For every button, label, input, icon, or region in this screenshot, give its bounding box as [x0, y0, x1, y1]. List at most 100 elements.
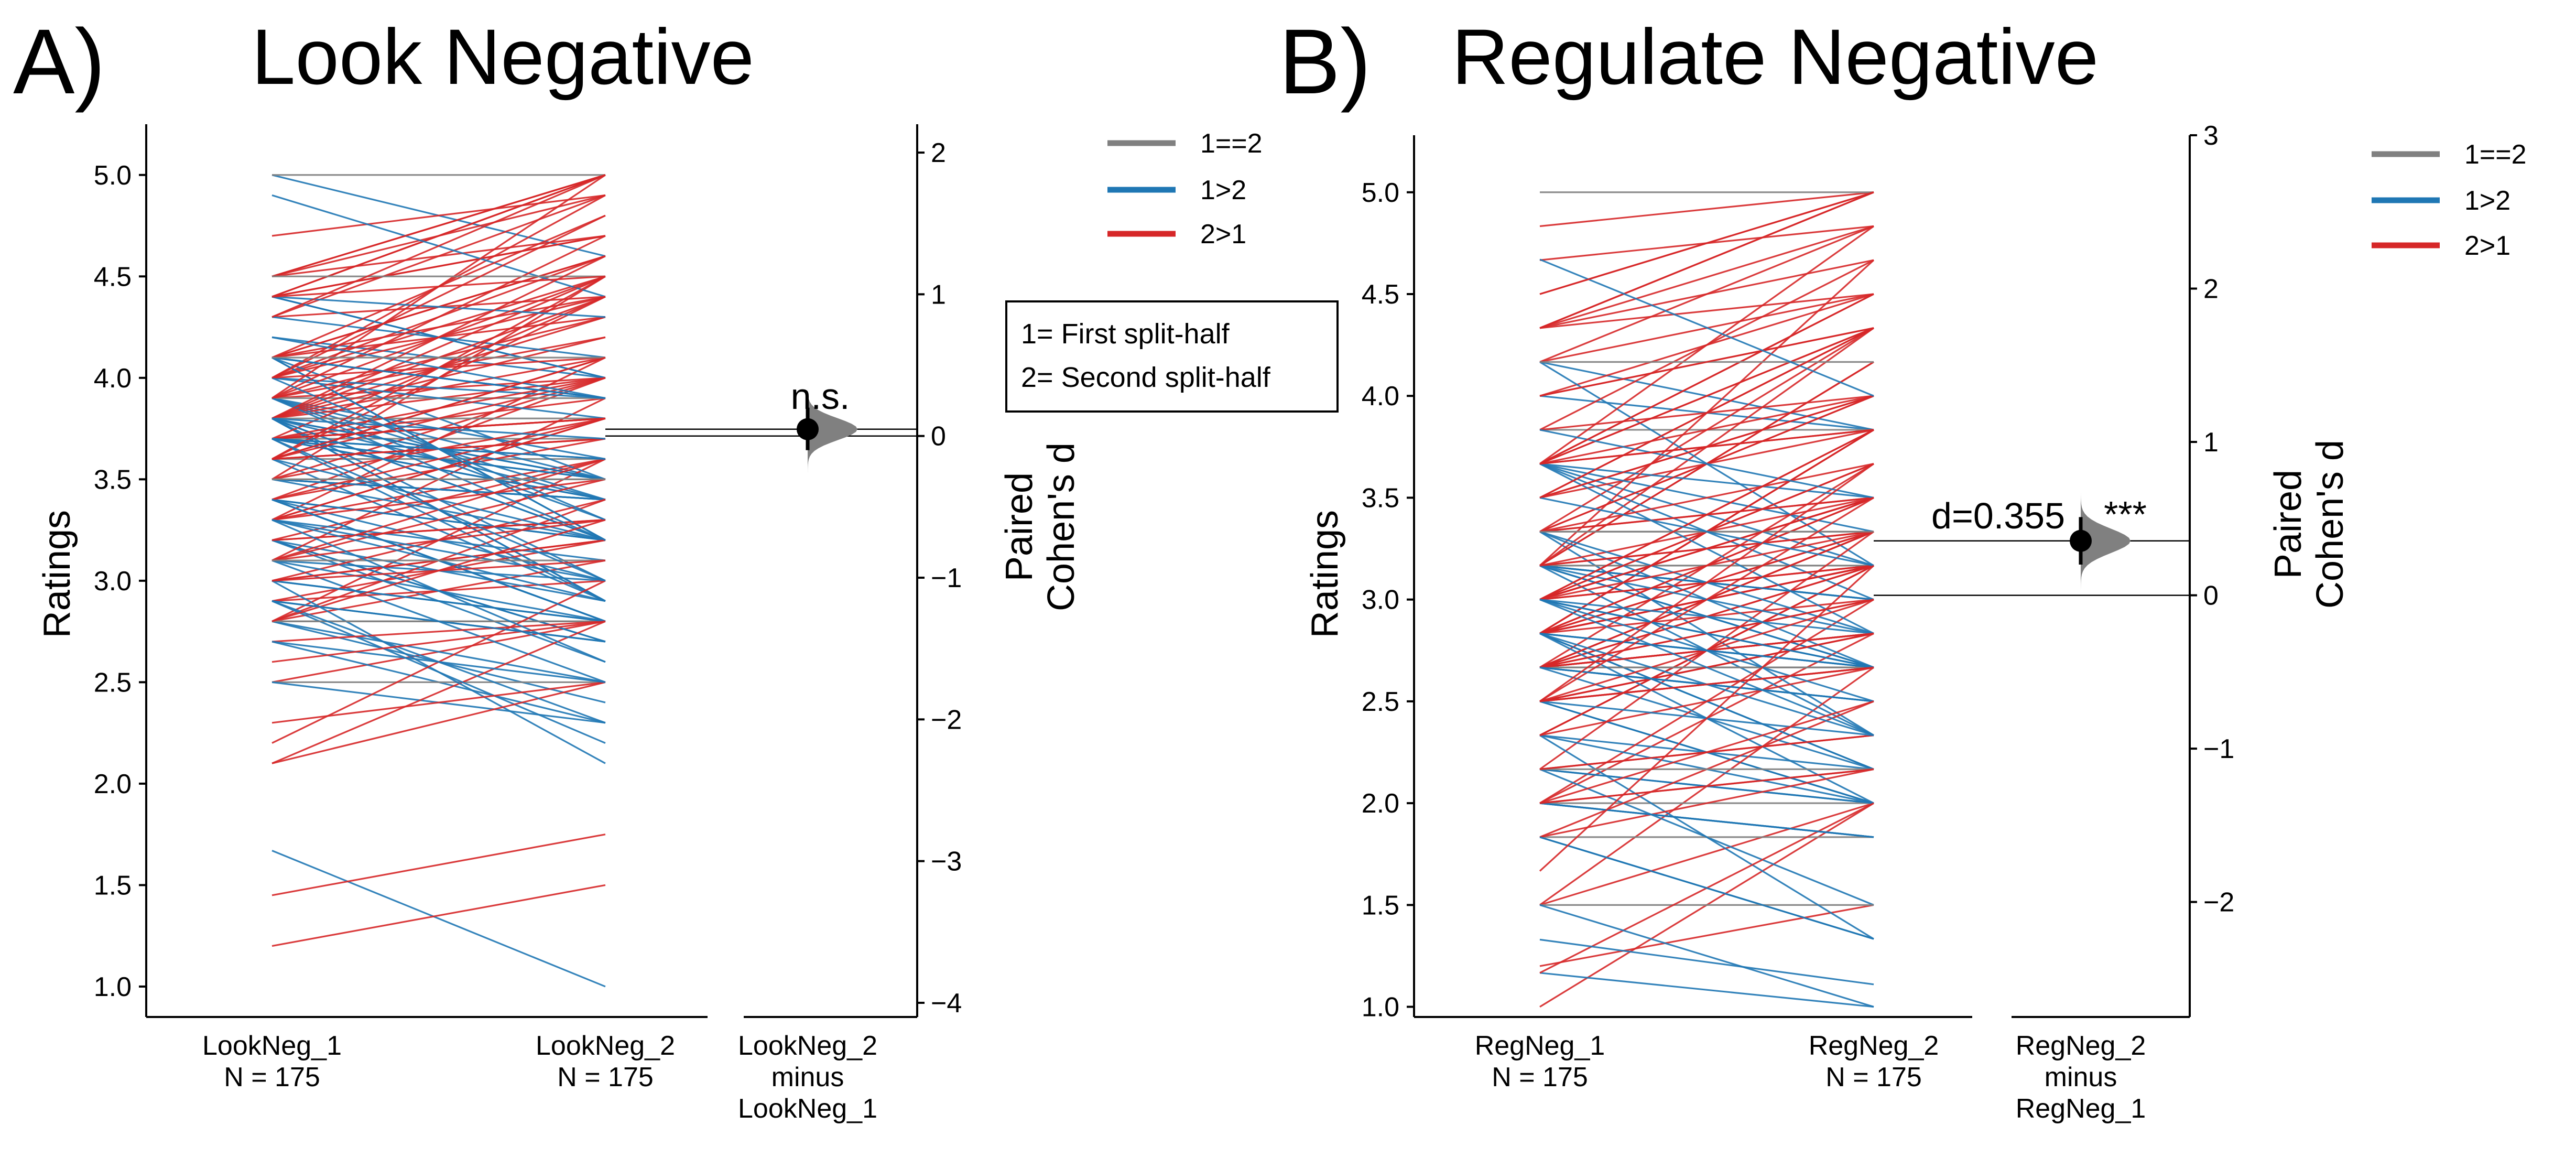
paired-line — [1539, 802, 1874, 838]
panel-b-legend-label-equal: 1==2 — [2464, 139, 2527, 170]
panel-b-effect-ylabel-1: Paired — [2267, 470, 2309, 579]
paired-line — [271, 296, 606, 359]
paired-line — [1539, 293, 1874, 329]
paired-line — [1539, 497, 1874, 702]
paired-line — [271, 580, 606, 622]
paired-line — [271, 580, 606, 764]
a-y-tick-label: 4.5 — [94, 262, 132, 292]
paired-line — [1539, 904, 1874, 967]
a-y-tick-label: 3.5 — [94, 464, 132, 495]
paired-line — [271, 559, 606, 582]
paired-line — [1539, 836, 1874, 940]
panel-b-y-ticks: 1.0 1.5 2.0 2.5 3.0 3.5 4.0 4.5 5.0 — [1362, 178, 1414, 1023]
a-y-tick-label: 1.0 — [94, 972, 132, 1002]
paired-line — [1539, 327, 1874, 397]
paired-line — [1539, 802, 1874, 906]
panel-a-effect-category-3: LookNeg_1 — [738, 1094, 877, 1124]
panel-a-effect-category-1: LookNeg_2 — [738, 1031, 877, 1061]
a-y-tick-label: 2.5 — [94, 667, 132, 698]
paired-line — [1539, 972, 1874, 1008]
panel-a-effect-ylabel: Paired Cohen's d — [998, 442, 1082, 611]
a-effect-tick-label: 0 — [931, 421, 946, 452]
panel-b-effect-ylabel-2: Cohen's d — [2309, 440, 2351, 609]
panel-a-legend: 1==2 1>2 2>1 — [1107, 128, 1263, 250]
paired-line — [271, 174, 606, 318]
panel-b-category-1: RegNeg_1 — [1475, 1031, 1605, 1061]
paired-line — [271, 478, 606, 521]
paired-line — [271, 275, 606, 298]
panel-a-significance: n.s. — [791, 376, 850, 417]
paired-line — [1539, 768, 1874, 804]
a-y-tick-label: 3.0 — [94, 566, 132, 597]
paired-line — [271, 417, 606, 501]
paired-line — [1539, 599, 1874, 635]
panel-b-significance: *** — [2104, 494, 2147, 535]
paired-line — [271, 620, 606, 683]
paired-line — [271, 641, 606, 683]
paired-line — [1539, 225, 1874, 329]
b-effect-tick-label: −1 — [2203, 734, 2234, 764]
panel-a-effect-ylabel-2: Cohen's d — [1040, 442, 1082, 611]
paired-line — [1539, 599, 1874, 702]
split-half-note-line-2: 2= Second split-half — [1021, 362, 1271, 393]
panel-a-ylabel: Ratings — [36, 510, 78, 638]
paired-line — [271, 620, 606, 764]
paired-line — [271, 681, 606, 764]
panel-a-category-1: LookNeg_1 — [202, 1031, 342, 1061]
paired-line — [1539, 429, 1874, 601]
b-y-tick-label: 1.5 — [1362, 890, 1399, 921]
a-effect-tick-label: −3 — [931, 847, 962, 877]
paired-line — [1539, 938, 1874, 986]
paired-line — [1539, 463, 1874, 499]
b-effect-tick-label: 3 — [2203, 121, 2219, 151]
paired-line — [1539, 191, 1874, 228]
a-effect-tick-label: 1 — [931, 279, 946, 310]
b-y-tick-label: 5.0 — [1362, 178, 1399, 208]
paired-line — [271, 194, 606, 277]
b-y-tick-label: 4.5 — [1362, 279, 1399, 310]
panel-b-effect-ylabel: Paired Cohen's d — [2267, 440, 2351, 609]
panel-a-effect-ylabel-1: Paired — [998, 472, 1040, 581]
paired-line — [271, 884, 606, 947]
panel-a-effect-category-2: minus — [771, 1062, 844, 1092]
b-y-tick-label: 4.0 — [1362, 381, 1399, 412]
panel-b-effect-ticks: −2 −1 0 1 2 3 — [2190, 121, 2234, 918]
paired-line — [271, 194, 606, 237]
panel-b: B) Regulate Negative 1.0 1.5 2.0 2.5 3.0 3.5 4… — [1279, 10, 2527, 1124]
paired-line — [271, 620, 606, 643]
panel-b-title: Regulate Negative — [1452, 13, 2099, 101]
paired-line — [1539, 768, 1874, 838]
b-y-tick-label: 3.5 — [1362, 483, 1399, 513]
paired-line — [271, 356, 606, 399]
paired-line — [271, 600, 606, 643]
paired-line — [1539, 191, 1874, 295]
paired-line — [1539, 666, 1874, 702]
paired-line — [271, 235, 606, 399]
b-effect-tick-label: −2 — [2203, 888, 2234, 918]
paired-line — [1539, 259, 1874, 431]
a-effect-tick-label: −2 — [931, 705, 962, 735]
panel-a-y-ticks: 1.0 1.5 2.0 2.5 3.0 3.5 4.0 4.5 5.0 — [94, 160, 146, 1002]
paired-line — [1539, 666, 1874, 737]
paired-line — [271, 235, 606, 277]
a-y-tick-label: 2.0 — [94, 769, 132, 799]
paired-line — [1539, 496, 1874, 601]
paired-line — [271, 214, 606, 379]
paired-line — [271, 235, 606, 298]
paired-line — [1539, 327, 1874, 499]
paired-line — [271, 255, 606, 419]
b-y-tick-label: 2.5 — [1362, 687, 1399, 717]
paired-line — [1539, 258, 1874, 397]
paired-line — [271, 850, 606, 988]
paired-line — [271, 356, 606, 460]
paired-line — [271, 417, 606, 440]
paired-line — [271, 519, 606, 561]
panel-a-title: Look Negative — [252, 13, 754, 101]
paired-line — [1539, 463, 1874, 533]
paired-line — [1539, 429, 1874, 465]
paired-line — [271, 519, 606, 582]
panel-a-letter: A) — [13, 10, 105, 113]
panel-a-category-2: LookNeg_2 — [536, 1031, 675, 1061]
b-effect-tick-label: 2 — [2203, 274, 2219, 305]
